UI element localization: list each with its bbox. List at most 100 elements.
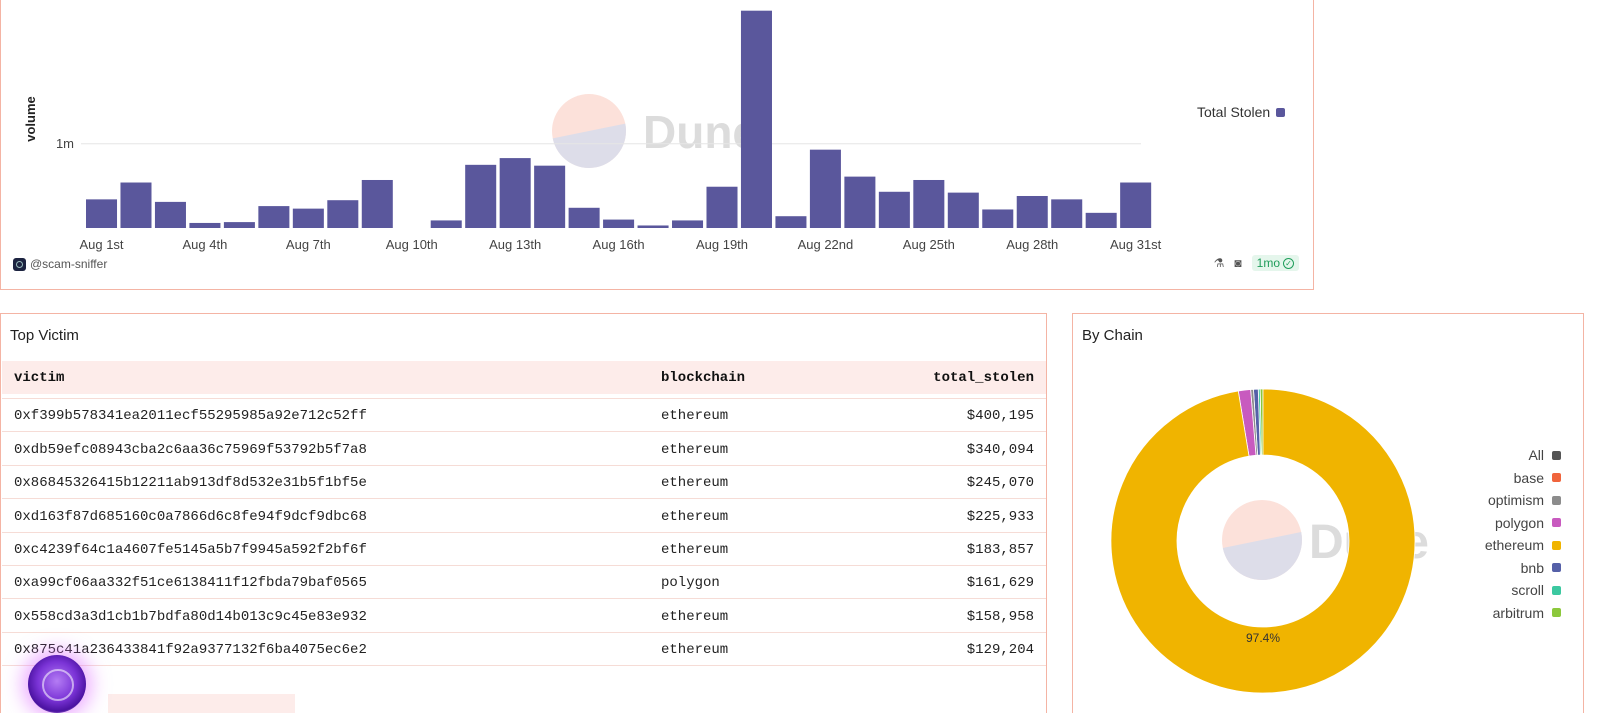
cell-blockchain: ethereum <box>661 408 729 425</box>
cell-total-stolen: $340,094 <box>966 441 1034 458</box>
x-tick-label: Aug 1st <box>79 237 123 252</box>
cell-total-stolen: $245,070 <box>966 475 1034 492</box>
table-row[interactable]: 0xd163f87d685160c0a7866d6c8fe94f9dcf9dbc… <box>2 500 1046 533</box>
legend-item-arbitrum[interactable]: arbitrum <box>1485 602 1561 625</box>
legend-item-scroll[interactable]: scroll <box>1485 579 1561 602</box>
slice-value-label: 97.4% <box>1246 631 1280 645</box>
bar-aug-1[interactable] <box>86 199 118 228</box>
slice-ethereum[interactable] <box>1110 388 1416 694</box>
y-axis-label: volume <box>23 96 38 142</box>
cell-total-stolen: $183,857 <box>966 542 1034 558</box>
cell-victim: 0x86845326415b12211ab913df8d532e31b5f1bf… <box>14 475 367 492</box>
cell-blockchain: ethereum <box>661 608 729 625</box>
cell-blockchain: polygon <box>661 575 720 592</box>
panel-title: By Chain <box>1082 327 1143 344</box>
legend-item-ethereum[interactable]: ethereum <box>1485 534 1561 557</box>
column-header-total-stolen[interactable]: total_stolen <box>933 370 1034 386</box>
table-row[interactable]: 0x86845326415b12211ab913df8d532e31b5f1bf… <box>2 466 1046 500</box>
cell-victim: 0xf399b578341ea2011ecf55295985a92e712c52… <box>14 408 367 425</box>
legend-label: base <box>1513 469 1544 486</box>
legend-item-polygon[interactable]: polygon <box>1485 512 1561 535</box>
cell-total-stolen: $129,204 <box>966 642 1034 659</box>
bar-aug-30[interactable] <box>1085 212 1117 228</box>
legend-item-all[interactable]: All <box>1485 444 1561 467</box>
legend-item-base[interactable]: base <box>1485 467 1561 490</box>
x-tick-label: Aug 10th <box>386 237 438 252</box>
check-circle-icon: ✓ <box>1283 257 1294 269</box>
volume-bar-chart: Dune 1m volume Aug 1st Aug 4th Aug 7th Aug 10t… <box>23 10 1162 252</box>
cell-total-stolen: $400,195 <box>966 408 1034 425</box>
table-row[interactable]: 0x875c41a236433841f92a9377132f6ba4075ec6… <box>2 633 1046 667</box>
bar-aug-25[interactable] <box>913 179 945 228</box>
horizontal-scrollbar[interactable] <box>108 694 295 713</box>
bar-aug-14[interactable] <box>534 165 566 228</box>
legend-swatch <box>1552 495 1561 505</box>
bar-aug-29[interactable] <box>1051 199 1083 228</box>
chart-footer-tools: ⚗ ◙ 1mo ✓ <box>1214 255 1299 271</box>
bar-aug-23[interactable] <box>844 176 876 228</box>
cell-total-stolen: $161,629 <box>966 575 1034 592</box>
table-row[interactable]: 0xc4239f64c1a4607fe5145a5b7f9945a592f2bf… <box>2 533 1046 566</box>
bar-aug-24[interactable] <box>878 191 910 228</box>
bar-aug-16[interactable] <box>603 219 635 228</box>
bar-aug-3[interactable] <box>154 201 186 228</box>
legend-label: scroll <box>1511 582 1544 599</box>
bar-aug-4[interactable] <box>189 222 221 228</box>
x-tick-label: Aug 13th <box>489 237 541 252</box>
camera-icon[interactable]: ◙ <box>1234 256 1242 270</box>
legend-label: ethereum <box>1484 537 1544 554</box>
bar-aug-8[interactable] <box>327 200 359 228</box>
bar-aug-12[interactable] <box>465 164 497 228</box>
dune-watermark: Dune <box>552 94 758 168</box>
freshness-badge[interactable]: 1mo ✓ <box>1251 255 1299 271</box>
legend-label: All <box>1528 447 1544 464</box>
bar-aug-28[interactable] <box>1016 195 1048 228</box>
bar-aug-19[interactable] <box>706 186 738 228</box>
cell-blockchain: ethereum <box>661 642 729 659</box>
column-header-blockchain[interactable]: blockchain <box>661 370 746 386</box>
cell-blockchain: ethereum <box>661 542 729 558</box>
table-row[interactable]: 0xa99cf06aa332f51ce6138411f12fbda79baf05… <box>2 566 1046 600</box>
legend-swatch <box>1276 107 1286 117</box>
table-row[interactable]: 0xdb59efc08943cba2c6aa36c75969f53792b5f7… <box>2 433 1046 466</box>
x-tick-label: Aug 28th <box>1006 237 1058 252</box>
creator-avatar-icon <box>13 257 26 271</box>
x-tick-label: Aug 22nd <box>798 237 854 252</box>
bar-aug-27[interactable] <box>982 209 1014 228</box>
legend-swatch <box>1552 540 1561 550</box>
cell-total-stolen: $225,933 <box>966 508 1034 525</box>
x-tick-label: Aug 4th <box>183 237 228 252</box>
column-header-victim[interactable]: victim <box>14 370 65 386</box>
bar-aug-6[interactable] <box>258 206 290 228</box>
bar-aug-7[interactable] <box>292 208 324 228</box>
table-row[interactable]: 0xf399b578341ea2011ecf55295985a92e712c52… <box>2 399 1046 433</box>
cell-victim: 0x558cd3a3d1cb1b7bdfa80d14b013c9c45e83e9… <box>14 608 367 625</box>
chart-legend[interactable]: Total Stolen <box>1197 104 1286 120</box>
bar-aug-9[interactable] <box>361 179 393 228</box>
fork-icon[interactable]: ⚗ <box>1213 256 1225 270</box>
bar-aug-18[interactable] <box>672 220 704 228</box>
bar-aug-13[interactable] <box>499 158 531 228</box>
bar-aug-15[interactable] <box>568 207 600 228</box>
bar-aug-31[interactable] <box>1120 182 1152 228</box>
volume-chart-panel: Dune 1m volume Aug 1st Aug 4th Aug 7th Aug 10t… <box>0 0 1314 290</box>
bar-aug-20[interactable] <box>740 10 772 228</box>
bar-aug-26[interactable] <box>947 192 979 228</box>
legend-item-bnb[interactable]: bnb <box>1485 557 1561 580</box>
bar-aug-17[interactable] <box>637 225 669 228</box>
bar-aug-11[interactable] <box>430 220 462 228</box>
table-row[interactable]: 0x558cd3a3d1cb1b7bdfa80d14b013c9c45e83e9… <box>2 600 1046 633</box>
x-tick-label: Aug 16th <box>593 237 645 252</box>
assistant-orb-icon[interactable] <box>28 655 86 713</box>
creator-credit[interactable]: @scam-sniffer <box>13 257 107 271</box>
chain-donut-chart: Dune97.4% <box>1110 388 1429 694</box>
bar-aug-2[interactable] <box>120 182 152 228</box>
legend-swatch <box>1552 585 1561 595</box>
bar-aug-5[interactable] <box>223 222 255 228</box>
victim-table-body[interactable]: 0x975e5128bd7e1060d1576ce65b819d8699ebb5… <box>2 374 1046 674</box>
top-victim-panel: Top Victim 0x975e5128bd7e1060d1576ce65b8… <box>0 313 1047 713</box>
cell-total-stolen: $158,958 <box>966 608 1034 625</box>
bar-aug-21[interactable] <box>775 216 807 228</box>
bar-aug-22[interactable] <box>809 149 841 228</box>
legend-item-optimism[interactable]: optimism <box>1485 489 1561 512</box>
